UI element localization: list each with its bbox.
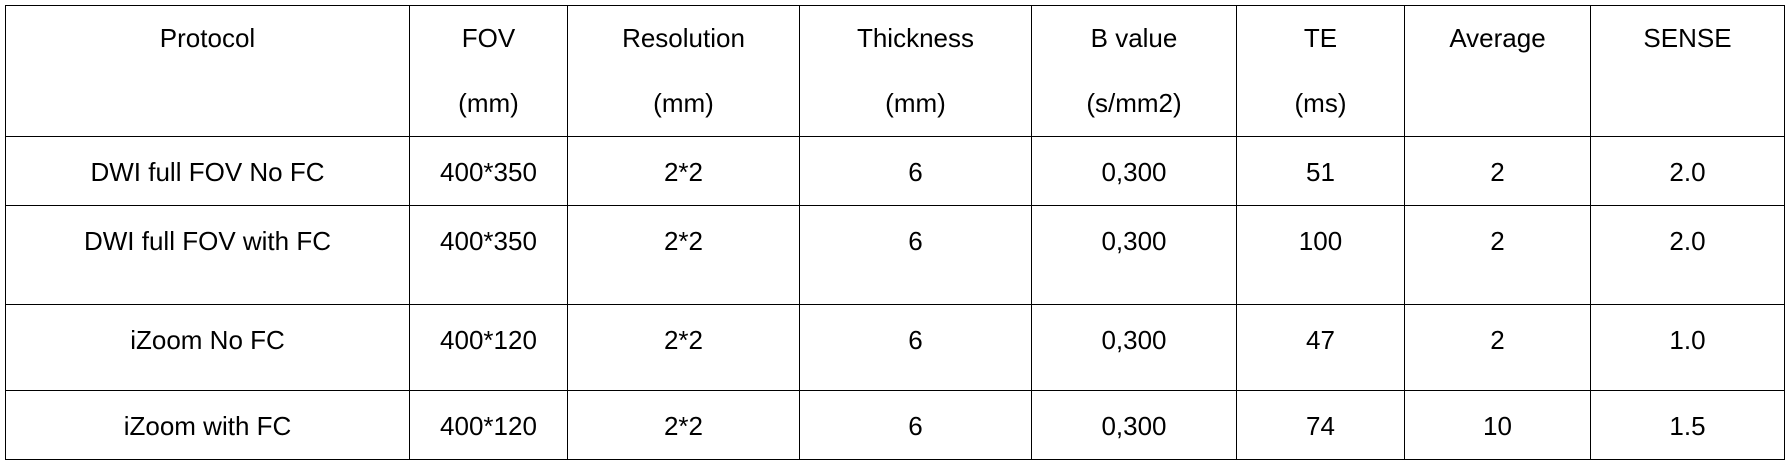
cell: 2: [1404, 205, 1591, 305]
header-text: TE: [1303, 23, 1338, 53]
cell: 47: [1236, 304, 1405, 391]
data-row: iZoom No FC 400*120 2*2 6 0,300 47 2 1.0: [5, 304, 1785, 391]
header-row: Protocol FOV (mm) Resolution (mm) Thickness (m…: [5, 5, 1785, 137]
header-text: (mm): [885, 88, 946, 118]
header-cell: TE (ms): [1236, 5, 1405, 137]
cell: 0,300: [1031, 304, 1237, 391]
cell: 6: [799, 205, 1032, 305]
cell: 2*2: [567, 304, 800, 391]
cell: 0,300: [1031, 205, 1237, 305]
cell: iZoom with FC: [5, 390, 410, 460]
header-text: Average: [1449, 23, 1546, 53]
header-cell: Thickness (mm): [799, 5, 1032, 137]
header-cell: Protocol: [5, 5, 410, 137]
cell: 1.0: [1590, 304, 1785, 391]
cell: 2: [1404, 304, 1591, 391]
cell: iZoom No FC: [5, 304, 410, 391]
data-row: DWI full FOV No FC 400*350 2*2 6 0,300 51 2 2.0: [5, 136, 1785, 206]
data-row: iZoom with FC 400*120 2*2 6 0,300 74 10 1.5: [5, 390, 1785, 460]
cell: 2*2: [567, 205, 800, 305]
header-cell: Average: [1404, 5, 1591, 137]
cell: 10: [1404, 390, 1591, 460]
cell: 400*350: [409, 205, 568, 305]
cell: 2*2: [567, 136, 800, 206]
cell: 6: [799, 136, 1032, 206]
header-cell: FOV (mm): [409, 5, 568, 137]
cell: 2.0: [1590, 205, 1785, 305]
header-text: B value: [1090, 23, 1178, 53]
header-text: (ms): [1294, 88, 1347, 118]
header-text: (s/mm2): [1086, 88, 1182, 118]
cell: 74: [1236, 390, 1405, 460]
cell: 2*2: [567, 390, 800, 460]
header-text: Protocol: [159, 23, 256, 53]
header-text: FOV: [461, 23, 516, 53]
cell: 100: [1236, 205, 1405, 305]
cell: 400*120: [409, 390, 568, 460]
cell: 0,300: [1031, 136, 1237, 206]
cell: 2.0: [1590, 136, 1785, 206]
protocol-table: Protocol FOV (mm) Resolution (mm) Thickness (m…: [5, 5, 1785, 460]
header-text: (mm): [458, 88, 519, 118]
cell: 1.5: [1590, 390, 1785, 460]
header-cell: B value (s/mm2): [1031, 5, 1237, 137]
header-text: Resolution: [622, 23, 745, 53]
header-text: SENSE: [1643, 23, 1732, 53]
cell: 2: [1404, 136, 1591, 206]
cell: 400*350: [409, 136, 568, 206]
data-row: DWI full FOV with FC 400*350 2*2 6 0,300 100 2…: [5, 205, 1785, 305]
cell: 0,300: [1031, 390, 1237, 460]
cell: 6: [799, 304, 1032, 391]
header-text: Thickness: [856, 23, 975, 53]
header-cell: SENSE: [1590, 5, 1785, 137]
header-cell: Resolution (mm): [567, 5, 800, 137]
cell: 51: [1236, 136, 1405, 206]
cell: DWI full FOV No FC: [5, 136, 410, 206]
cell: 6: [799, 390, 1032, 460]
header-text: (mm): [653, 88, 714, 118]
cell: 400*120: [409, 304, 568, 391]
cell: DWI full FOV with FC: [5, 205, 410, 305]
